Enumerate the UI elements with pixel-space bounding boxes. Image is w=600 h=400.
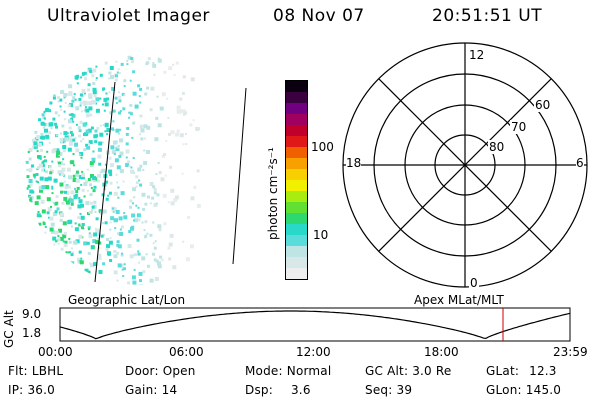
timeline-geo-label: Geographic Lat/Lon [68, 293, 186, 307]
status-seq-value: 39 [396, 383, 413, 397]
time-label: 20:51:51 UT [432, 6, 543, 26]
colorbar-segment [286, 246, 307, 257]
polar-diagonal-2 [378, 78, 552, 252]
timeline-xtick-0600: 06:00 [169, 345, 204, 359]
status-flt: Flt: LBHL [8, 364, 63, 378]
auroral-emission [25, 55, 201, 285]
status-seq: Seq: 39 [365, 383, 412, 397]
polar-label-18: 18 [346, 156, 362, 170]
altitude-timeline [59, 307, 571, 342]
status-gcalt-label: GC Alt: [365, 364, 409, 378]
colorbar-tick-10: 10 [313, 228, 329, 242]
colorbar-segment [286, 103, 307, 114]
grid-line-left [94, 81, 116, 283]
status-door: Door: Open [125, 364, 196, 378]
colorbar-segment [286, 213, 307, 224]
status-glat: GLat: 12.3 [486, 364, 557, 378]
colorbar-segment [286, 147, 307, 158]
status-gain: Gain: 14 [125, 383, 177, 397]
polar-label-6: 6 [576, 156, 584, 170]
timeline-frame [59, 307, 571, 342]
instrument-title: Ultraviolet Imager [47, 6, 210, 26]
status-glat-label: GLat: [486, 364, 520, 378]
colorbar-segment [286, 180, 307, 191]
colorbar-unit-label: photon cm⁻²s⁻¹ [266, 147, 280, 240]
status-mode-value: Normal [286, 364, 332, 378]
colorbar-segment [286, 224, 307, 235]
colorbar-segment [286, 268, 307, 279]
polar-ring-label-70: 70 [510, 120, 528, 134]
colorbar-segment [286, 202, 307, 213]
status-glat-value: 12.3 [529, 364, 557, 378]
status-dsp-label: Dsp: [245, 383, 273, 397]
timeline-ytick-high: 9.0 [22, 307, 42, 321]
status-gcalt: GC Alt: 3.0 Re [365, 364, 451, 378]
timeline-ytick-low: 1.8 [22, 326, 42, 340]
polar-ring-label-80: 80 [488, 140, 506, 154]
colorbar-segment [286, 81, 307, 92]
status-mode-label: Mode: [245, 364, 283, 378]
auroral-image [25, 55, 247, 285]
altitude-curve [59, 310, 571, 340]
colorbar-segment [286, 169, 307, 180]
status-glon-label: GLon: [486, 383, 522, 397]
colorbar-segment [286, 136, 307, 147]
status-seq-label: Seq: [365, 383, 393, 397]
timeline-xtick-1800: 18:00 [424, 345, 459, 359]
timeline-apex-label: Apex MLat/MLT [414, 293, 504, 307]
status-ip-label: IP: [8, 383, 24, 397]
status-gain-value: 14 [161, 383, 178, 397]
polar-label-0: 0 [469, 276, 479, 290]
colorbar-tick-100: 100 [311, 140, 334, 154]
grid-line-right [232, 87, 247, 265]
colorbar-segment [286, 235, 307, 246]
colorbar-segment [286, 158, 307, 169]
status-gcalt-value: 3.0 Re [412, 364, 452, 378]
timeline-xtick-1200: 12:00 [296, 345, 331, 359]
status-flt-value: LBHL [31, 364, 64, 378]
polar-label-12: 12 [468, 48, 486, 62]
polar-plot [342, 42, 588, 288]
colorbar-segment [286, 114, 307, 125]
status-glon: GLon: 145.0 [486, 383, 561, 397]
status-dsp-value: 3.6 [290, 383, 311, 397]
colorbar-segment [286, 92, 307, 103]
timeline-xtick-2359: 23:59 [553, 345, 588, 359]
status-gain-label: Gain: [125, 383, 158, 397]
colorbar-segment [286, 191, 307, 202]
status-door-value: Open [162, 364, 196, 378]
polar-ring-label-60: 60 [534, 98, 552, 112]
status-door-label: Door: [125, 364, 159, 378]
colorbar-segment [286, 125, 307, 136]
status-flt-label: Flt: [8, 364, 28, 378]
status-dsp: Dsp: 3.6 [245, 383, 311, 397]
date-label: 08 Nov 07 [273, 6, 365, 26]
color-bar [285, 80, 308, 280]
colorbar-segment [286, 257, 307, 268]
timeline-xtick-0000: 00:00 [38, 345, 73, 359]
status-ip-value: 36.0 [27, 383, 55, 397]
status-mode: Mode: Normal [245, 364, 331, 378]
status-ip: IP: 36.0 [8, 383, 55, 397]
status-glon-value: 145.0 [525, 383, 562, 397]
